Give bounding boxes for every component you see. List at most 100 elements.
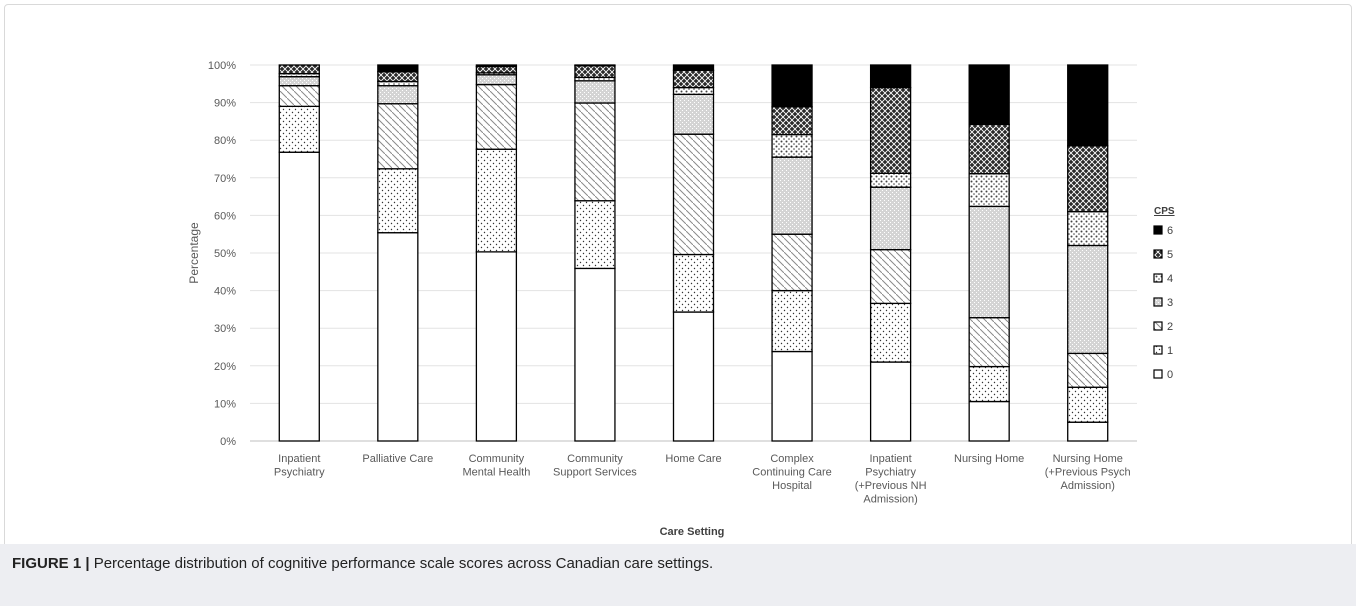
bar-segment-cps-5	[574, 65, 616, 79]
bar-segment-cps-3	[672, 93, 715, 135]
bar-segment-cps-0	[475, 251, 518, 442]
bar-segment-cps-3	[869, 186, 912, 251]
legend-swatch-cps-3	[1153, 297, 1163, 307]
bar-segment-cps-3	[771, 156, 813, 235]
x-tick-label: Community Support Services	[553, 453, 637, 479]
legend-swatch-cps-6	[1153, 225, 1163, 235]
bar-segment-cps-4	[968, 173, 1010, 208]
legend-swatch-cps-4	[1153, 273, 1163, 283]
bar-segment-cps-2	[1067, 352, 1109, 388]
bar-segment-cps-5	[475, 65, 518, 74]
caption-label: FIGURE 1 |	[12, 555, 90, 572]
bar-segment-cps-0	[968, 400, 1010, 442]
y-axis-title: Percentage	[187, 222, 201, 284]
legend-label-cps-2: 2	[1167, 321, 1173, 333]
bar-segment-cps-5	[968, 123, 1010, 175]
x-tick-label: Nursing Home	[954, 453, 1024, 465]
bar-segment-cps-1	[475, 148, 518, 253]
bar-segment-cps-5	[377, 71, 419, 83]
y-tick-label: 100%	[208, 60, 236, 72]
bar-segment-cps-1	[672, 253, 715, 313]
bar-segment-cps-1	[574, 200, 616, 270]
x-tick-label: Inpatient Psychiatry (+Previous NH Admissio…	[855, 453, 927, 506]
x-tick-label: Community Mental Health	[462, 453, 530, 479]
bar-segment-cps-6	[672, 64, 715, 71]
y-tick-label: 20%	[214, 361, 236, 373]
bar-segment-cps-3	[1067, 244, 1109, 355]
legend-swatch-cps-5	[1153, 249, 1163, 259]
x-tick-label: Home Care	[665, 453, 721, 465]
legend-label-cps-4: 4	[1167, 273, 1173, 285]
y-tick-label: 0%	[220, 436, 236, 448]
bar-segment-cps-0	[278, 151, 320, 442]
bar-segment-cps-2	[968, 317, 1010, 368]
bar-segment-cps-2	[574, 102, 616, 202]
bar-segment-cps-0	[1067, 421, 1109, 442]
bar-segment-cps-6	[869, 64, 912, 89]
figure-caption: FIGURE 1 | Percentage distribution of co…	[12, 555, 713, 572]
legend-label-cps-0: 0	[1167, 369, 1173, 381]
y-tick-label: 60%	[214, 210, 236, 222]
bar-segment-cps-3	[968, 205, 1010, 319]
bar-segment-cps-5	[869, 86, 912, 174]
bar-segment-cps-1	[377, 168, 419, 234]
bar-segment-cps-5	[278, 64, 320, 75]
bar-segment-cps-0	[377, 232, 419, 442]
y-axis-ticks: 0% 10% 20% 30% 40% 50% 60% 70% 80% 90% 100%	[208, 60, 236, 448]
y-tick-label: 80%	[214, 135, 236, 147]
legend-swatch-cps-2	[1153, 321, 1163, 331]
bar-segment-cps-5	[672, 69, 715, 89]
bar-segment-cps-4	[672, 86, 715, 95]
bars	[278, 64, 1109, 442]
y-tick-label: 50%	[214, 248, 236, 260]
legend-swatch-cps-0	[1153, 369, 1163, 379]
bar-segment-cps-5	[771, 106, 813, 136]
caption-band	[0, 544, 1356, 606]
legend-label-cps-6: 6	[1167, 225, 1173, 237]
bar-segment-cps-3	[574, 80, 616, 104]
legend-label-cps-1: 1	[1167, 345, 1173, 357]
bar-segment-cps-1	[771, 289, 813, 353]
caption-text: Percentage distribution of cognitive per…	[89, 555, 714, 572]
bar-segment-cps-0	[869, 361, 912, 442]
legend: CPS 6 5 4 3 2 1 0	[1153, 206, 1175, 381]
bar-segment-cps-3	[377, 85, 419, 105]
bar-segment-cps-5	[1067, 145, 1109, 213]
x-tick-label: Palliative Care	[362, 453, 433, 465]
bar-segment-cps-0	[574, 267, 616, 442]
legend-swatch-cps-1	[1153, 345, 1163, 355]
bar-segment-cps-6	[574, 64, 616, 67]
x-axis-title: Care Setting	[660, 526, 725, 538]
bar-segment-cps-2	[475, 83, 518, 150]
y-tick-label: 70%	[214, 173, 236, 185]
bar-segment-cps-4	[771, 133, 813, 158]
y-tick-label: 30%	[214, 323, 236, 335]
x-axis-ticks: Inpatient Psychiatry Palliative Care Commun…	[274, 453, 1131, 506]
bar-segment-cps-3	[475, 74, 518, 86]
bar-segment-cps-2	[771, 233, 813, 292]
bar-segment-cps-6	[771, 64, 813, 108]
bar-segment-cps-3	[278, 76, 320, 87]
bar-segment-cps-6	[377, 64, 419, 73]
bar-segment-cps-1	[278, 105, 320, 153]
x-tick-label: Nursing Home (+Previous Psych Admission)	[1045, 453, 1131, 492]
legend-label-cps-5: 5	[1167, 249, 1173, 261]
bar-segment-cps-4	[869, 172, 912, 188]
bar-segment-cps-2	[869, 248, 912, 305]
legend-title: CPS	[1154, 206, 1175, 217]
bar-segment-cps-2	[377, 103, 419, 170]
bar-segment-cps-1	[1067, 386, 1109, 423]
y-tick-label: 40%	[214, 286, 236, 298]
legend-label-cps-3: 3	[1167, 297, 1173, 309]
bar-segment-cps-1	[869, 302, 912, 363]
bar-segment-cps-0	[672, 311, 715, 442]
bar-segment-cps-6	[968, 64, 1010, 126]
bar-segment-cps-4	[1067, 210, 1109, 247]
x-tick-label: Inpatient Psychiatry	[274, 453, 325, 479]
x-tick-label: Complex Continuing Care Hospital	[752, 453, 832, 492]
y-tick-label: 90%	[214, 98, 236, 110]
bar-segment-cps-0	[771, 350, 813, 442]
bar-segment-cps-6	[1067, 64, 1109, 147]
bar-segment-cps-6	[475, 64, 518, 68]
